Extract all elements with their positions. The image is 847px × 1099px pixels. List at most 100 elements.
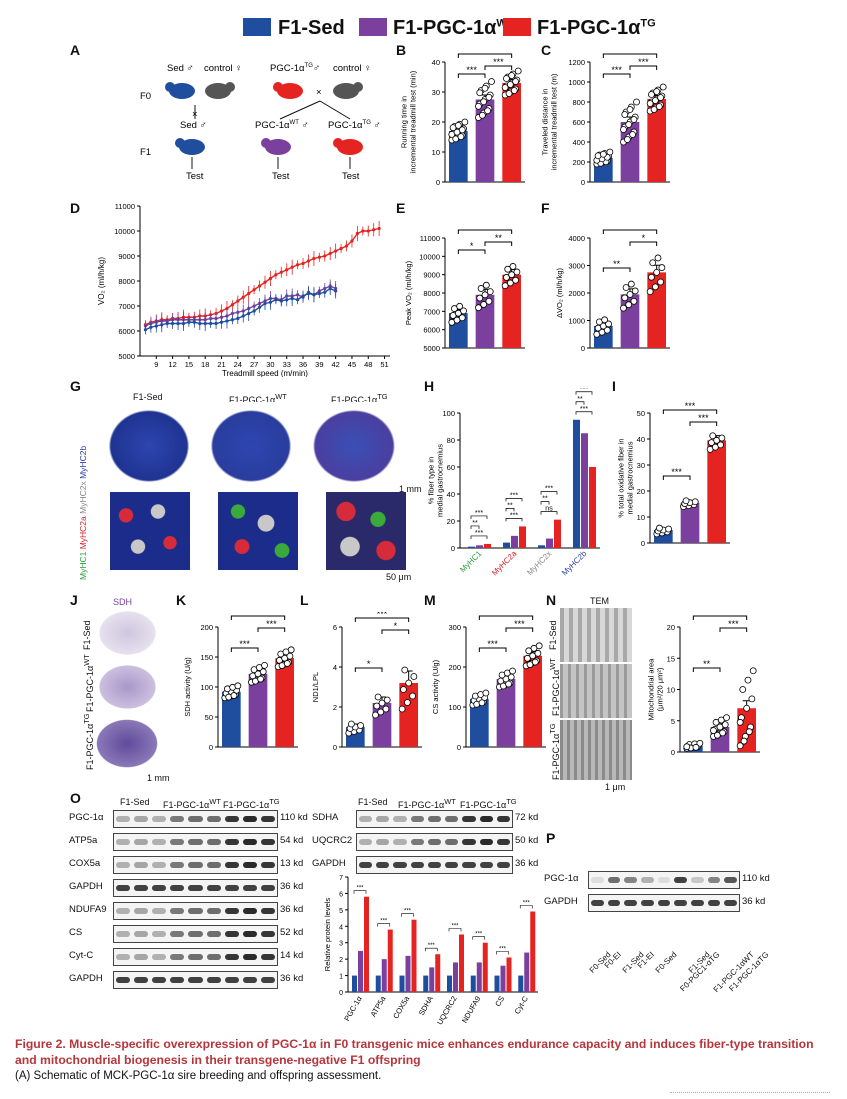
y-tick-label: 5000 bbox=[118, 352, 135, 361]
data-point bbox=[646, 288, 654, 296]
sig-star: *** bbox=[475, 530, 483, 537]
band bbox=[260, 954, 275, 960]
y-tick-label: 5 bbox=[671, 717, 675, 726]
y-tick-label: 0 bbox=[436, 178, 440, 187]
data-point bbox=[378, 699, 386, 707]
panel-letter-c: C bbox=[541, 42, 552, 58]
sig-star: *** bbox=[451, 924, 459, 930]
data-point bbox=[323, 254, 327, 258]
sig-star: *** bbox=[580, 388, 588, 393]
bar bbox=[482, 942, 488, 992]
band bbox=[641, 877, 654, 883]
legend-swatch-tg bbox=[503, 18, 531, 36]
bar bbox=[449, 131, 468, 182]
sig-bracket bbox=[457, 53, 513, 58]
data-point bbox=[620, 304, 627, 312]
p-row-1-label: GAPDH bbox=[544, 896, 578, 907]
y-axis-label: ΔVO₂ (ml/h/kg) bbox=[555, 267, 564, 318]
o-right-row-2-label: GAPDH bbox=[312, 858, 346, 869]
bar bbox=[387, 929, 393, 992]
data-point bbox=[219, 320, 224, 324]
sig-star: *** bbox=[475, 510, 483, 517]
data-point bbox=[296, 263, 300, 267]
data-point bbox=[334, 289, 338, 293]
data-point bbox=[710, 727, 717, 734]
data-point bbox=[290, 265, 294, 269]
bar bbox=[476, 962, 482, 992]
band bbox=[496, 862, 510, 868]
sig-star: * bbox=[367, 659, 371, 669]
bar bbox=[364, 896, 369, 992]
band bbox=[188, 931, 203, 937]
data-point bbox=[655, 103, 663, 110]
data-point bbox=[475, 102, 482, 110]
y-tick-label: 40 bbox=[432, 58, 440, 67]
o-right-header-wt: F1-PGC-1αWT bbox=[398, 797, 456, 810]
data-point bbox=[306, 291, 311, 296]
data-point bbox=[657, 278, 664, 286]
data-point bbox=[181, 321, 186, 326]
data-point bbox=[241, 314, 245, 318]
chart-e-peak-vo2: 5000 6000 7000 8000 9000 10000 11000 Peak VO₂ (… bbox=[404, 228, 525, 353]
o-header-wt: F1-PGC-1αWT bbox=[163, 797, 221, 810]
data-point bbox=[603, 326, 611, 334]
data-point bbox=[454, 121, 462, 129]
data-point bbox=[749, 667, 757, 675]
schematic-arrows bbox=[191, 100, 351, 169]
data-point bbox=[531, 658, 539, 666]
sig-bracket bbox=[470, 535, 488, 539]
sig-bracket bbox=[230, 615, 286, 620]
data-point bbox=[513, 268, 521, 276]
band bbox=[116, 931, 131, 937]
y-tick-label: 100 bbox=[200, 683, 213, 692]
band bbox=[224, 862, 239, 868]
panel-letter-l: L bbox=[300, 592, 309, 608]
y-tick-label: 9000 bbox=[423, 271, 440, 280]
data-point bbox=[599, 150, 607, 158]
y-tick-label: 7000 bbox=[118, 302, 135, 311]
g-cross-section-wt bbox=[202, 402, 300, 482]
band bbox=[260, 908, 275, 914]
y-axis-label: VO₂ (ml/h/kg) bbox=[97, 257, 106, 305]
j-sdh-tg bbox=[92, 716, 162, 771]
data-point bbox=[403, 699, 411, 706]
band bbox=[134, 862, 149, 868]
data-point bbox=[665, 525, 672, 533]
bar bbox=[381, 959, 387, 992]
band bbox=[242, 977, 257, 983]
data-point bbox=[409, 692, 416, 700]
data-point bbox=[501, 84, 509, 91]
sig-star: ns bbox=[545, 506, 553, 513]
x-category-label: PGC-1α bbox=[342, 994, 364, 1023]
band bbox=[224, 816, 239, 822]
band bbox=[206, 816, 221, 822]
band bbox=[707, 900, 721, 906]
y-tick-label: 200 bbox=[448, 663, 461, 672]
sig-star: *** bbox=[510, 512, 518, 519]
data-point bbox=[261, 662, 268, 669]
data-point bbox=[630, 116, 638, 123]
band bbox=[206, 954, 221, 960]
band bbox=[707, 877, 721, 883]
data-point bbox=[366, 229, 370, 233]
data-point bbox=[606, 148, 614, 156]
data-point bbox=[317, 291, 321, 296]
y-tick-label: 4 bbox=[333, 663, 337, 672]
bar bbox=[476, 545, 483, 548]
band bbox=[242, 862, 257, 868]
sig-star: *** bbox=[523, 901, 531, 907]
x-category-label: ATP5a bbox=[369, 994, 388, 1019]
band bbox=[170, 977, 185, 983]
sig-bracket bbox=[478, 647, 507, 652]
data-point bbox=[743, 704, 751, 712]
data-point bbox=[247, 291, 251, 296]
o-header-sed: F1-Sed bbox=[120, 797, 150, 807]
sig-star: *** bbox=[611, 65, 622, 75]
o-right-row-0-label: SDHA bbox=[312, 812, 339, 823]
band bbox=[427, 816, 442, 822]
data-point bbox=[247, 311, 251, 316]
band bbox=[393, 862, 407, 868]
data-point bbox=[651, 283, 659, 291]
panel-letter-h: H bbox=[424, 378, 435, 394]
y-tick-label: 20 bbox=[447, 517, 455, 526]
